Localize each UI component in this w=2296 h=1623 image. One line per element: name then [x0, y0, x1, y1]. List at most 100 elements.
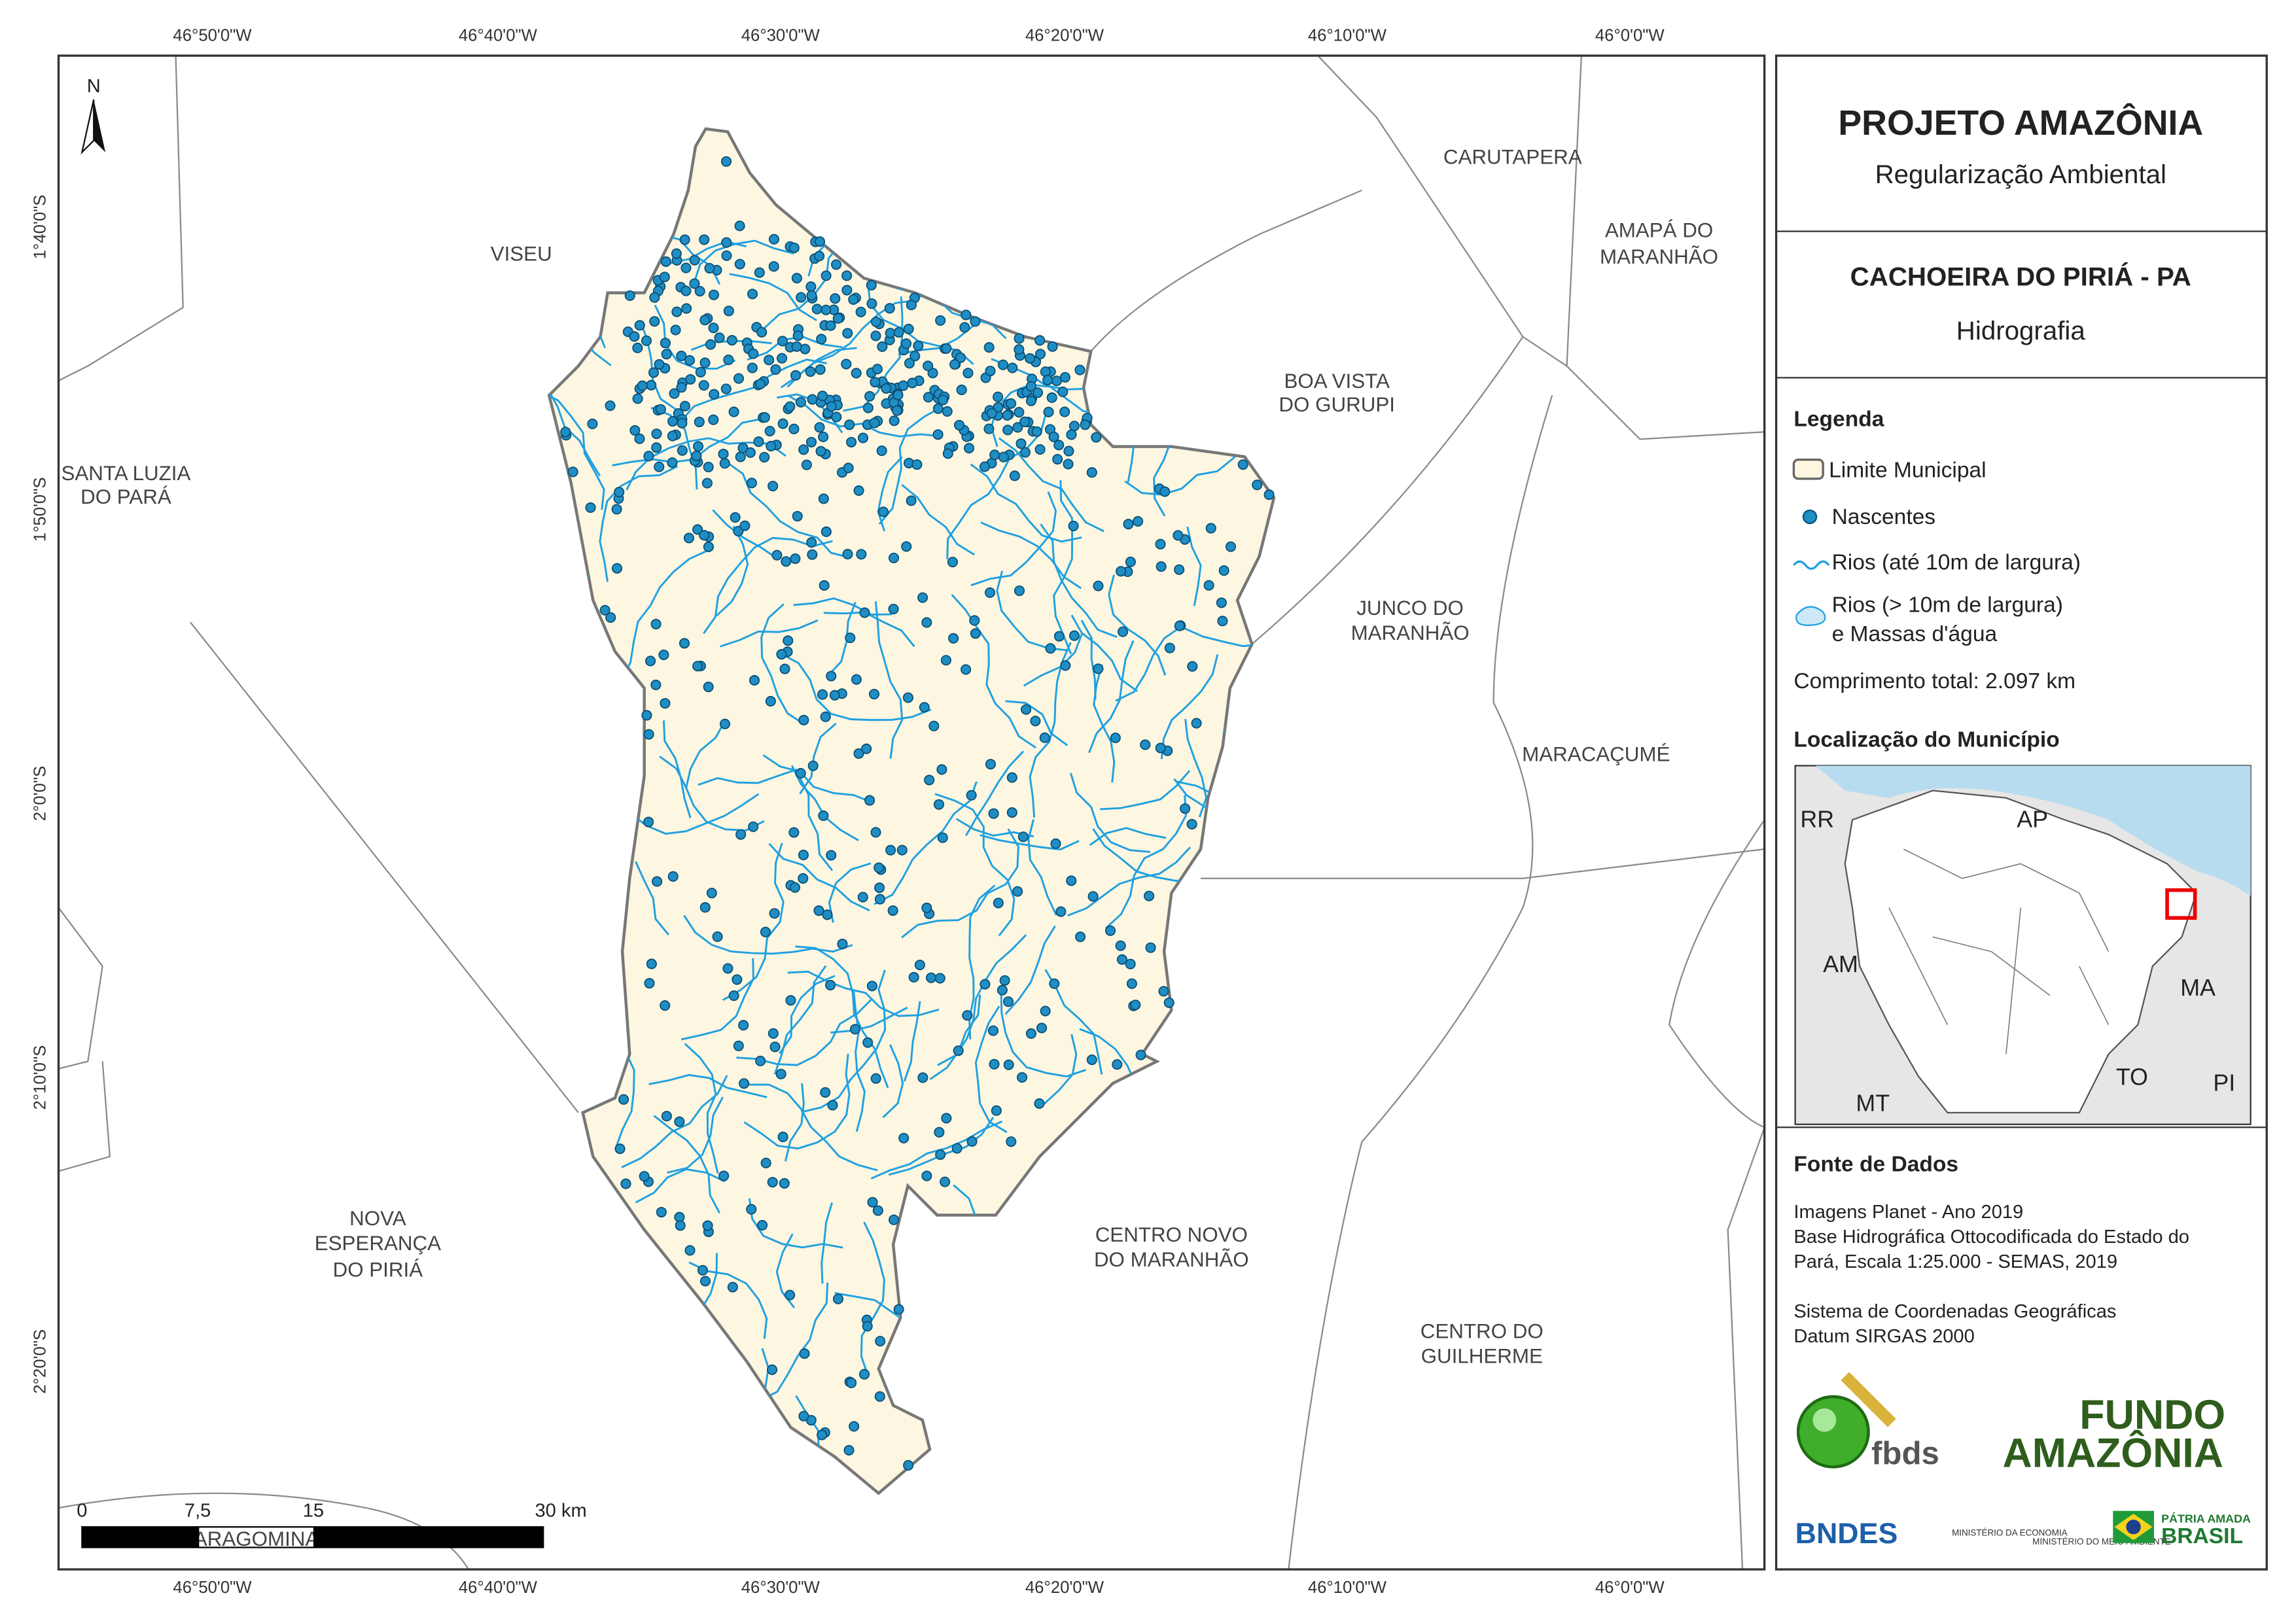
spring [1158, 986, 1169, 997]
logo-text: BRASIL [2161, 1524, 2243, 1548]
spring [718, 448, 729, 460]
spring [643, 816, 654, 828]
spring [1053, 440, 1065, 451]
spring [927, 368, 938, 379]
spring [790, 370, 802, 381]
spring [953, 1045, 964, 1056]
spring [811, 304, 822, 315]
spring [851, 674, 862, 685]
river [934, 793, 1016, 937]
river [860, 1221, 885, 1376]
spring [1002, 996, 1014, 1007]
spring [857, 892, 868, 903]
spring [940, 655, 951, 666]
spring [704, 262, 715, 274]
spring [791, 273, 802, 284]
spring [770, 364, 781, 375]
spring [1174, 564, 1185, 575]
spring [644, 977, 655, 989]
spring [749, 674, 760, 686]
spring [843, 462, 854, 474]
spring [1034, 349, 1046, 360]
spring [733, 1040, 744, 1051]
spring [699, 1276, 711, 1287]
river [823, 611, 915, 648]
place-label: JUNCO DO [1356, 597, 1464, 620]
spring [874, 882, 885, 894]
state-label: MT [1856, 1091, 1890, 1117]
river [903, 1001, 921, 1082]
spring [875, 1336, 886, 1347]
spring [1155, 742, 1166, 754]
spring [1032, 387, 1044, 398]
spring [841, 358, 852, 370]
spring [831, 411, 842, 423]
spring [769, 908, 780, 919]
spring [1040, 1005, 1051, 1017]
spring [921, 902, 932, 913]
place-label: GUILHERME [1421, 1345, 1543, 1368]
spring [779, 663, 790, 674]
river [748, 1198, 843, 1249]
spring [620, 1178, 631, 1189]
place-label: DO GURUPI [1279, 393, 1395, 416]
spring [826, 401, 837, 412]
spring [1066, 429, 1077, 440]
spring [1059, 406, 1070, 417]
spring [1133, 515, 1144, 527]
spring [755, 1055, 766, 1066]
source-line: Pará, Escala 1:25.000 - SEMAS, 2019 [1793, 1251, 2117, 1272]
river [692, 239, 794, 285]
river [826, 601, 857, 678]
spring [660, 338, 671, 349]
spring [970, 628, 981, 639]
spring [956, 384, 967, 396]
spring [924, 775, 935, 786]
lon-label: 46°40'0"W [459, 27, 538, 45]
spring [634, 433, 645, 444]
spring [1005, 398, 1017, 409]
river [684, 719, 727, 790]
spring [1093, 580, 1104, 591]
spring [1068, 521, 1079, 532]
spring [832, 1293, 844, 1304]
river [549, 390, 605, 510]
lon-label: 46°20'0"W [1025, 1579, 1104, 1597]
spring [907, 377, 918, 389]
spring [914, 959, 925, 971]
spring [798, 714, 809, 725]
spring [754, 267, 765, 278]
spring [671, 306, 682, 317]
spring [902, 692, 913, 703]
spring [846, 436, 857, 447]
spring [1116, 954, 1127, 965]
lat-label: 2°20'0"S [31, 1329, 49, 1394]
spring [587, 418, 598, 429]
place-labels: VISEU CARUTAPERA AMAPÁ DO MARANHÃO BOA V… [62, 146, 1719, 1551]
spring [732, 974, 743, 985]
spring [777, 336, 788, 347]
spring [753, 436, 764, 447]
spring [759, 451, 770, 462]
spring [722, 963, 733, 974]
spring [783, 635, 794, 646]
spring [821, 270, 832, 281]
river [788, 394, 941, 438]
spring [1117, 626, 1129, 637]
spring [734, 258, 745, 270]
spring [866, 298, 877, 309]
river [760, 603, 805, 725]
spring [825, 320, 836, 331]
coordinate-labels: 46°50'0"W 46°40'0"W 46°30'0"W 46°20'0"W … [31, 27, 1665, 1597]
state-label: AM [1823, 951, 1858, 977]
spring [961, 664, 972, 675]
spring [723, 305, 734, 317]
spring [1104, 925, 1116, 936]
spring [703, 461, 714, 472]
spring [674, 1116, 685, 1127]
spring [1156, 561, 1167, 572]
spring [989, 449, 1000, 461]
spring [720, 383, 732, 394]
spring [739, 520, 751, 531]
river [1093, 664, 1116, 783]
